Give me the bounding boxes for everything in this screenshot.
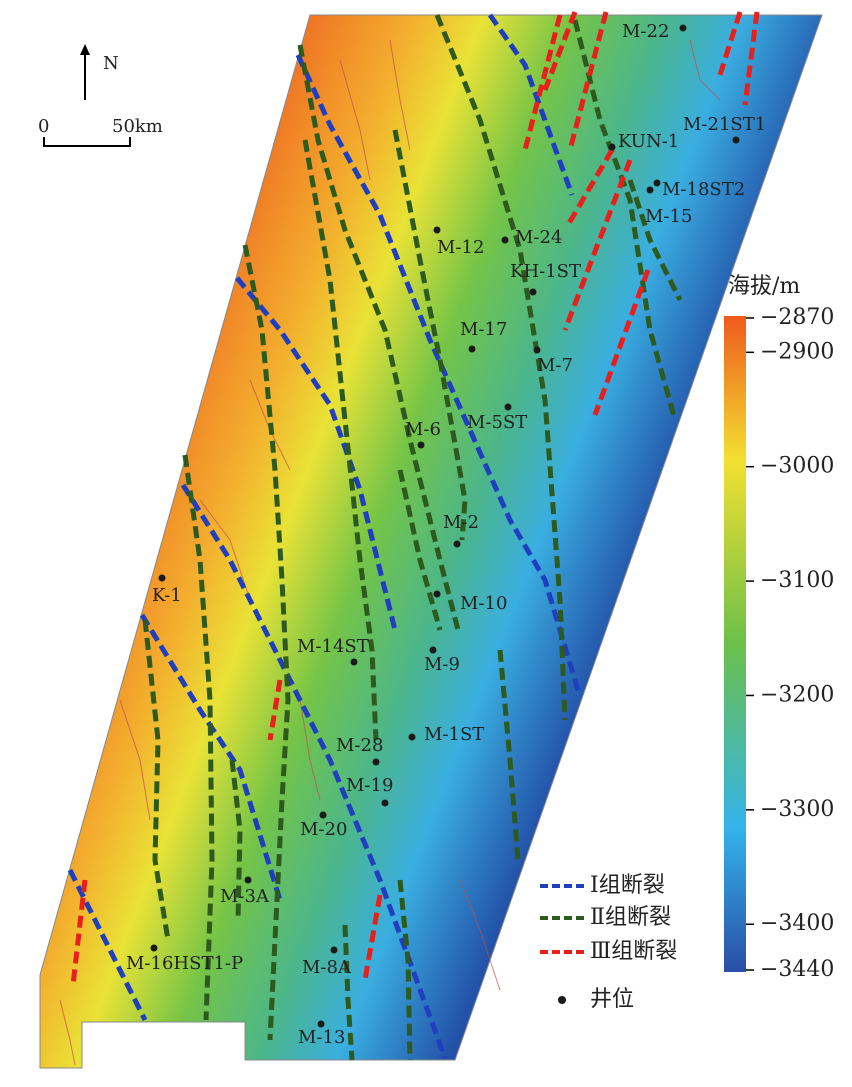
fault-group-1 [67,13,581,1059]
legend-label: Ⅰ组断裂 [590,873,665,898]
well-label: M-13 [298,1027,345,1048]
well-label: M-5ST [467,412,527,433]
well-dot [319,811,327,819]
well-dot [533,346,541,354]
colorbar-tick-label: −3000 [760,454,834,479]
well-label: M-24 [515,227,562,248]
well-label: M-21ST1 [683,114,766,135]
well-label: KH-1ST [510,261,581,282]
legend-label: Ⅲ组断裂 [590,939,677,964]
well-dot [417,441,425,449]
scale-end: 50km [112,116,163,137]
well-label: M-17 [460,319,507,340]
well-label: M-12 [437,237,484,258]
well-dot [453,540,461,548]
north-label: N [103,53,119,74]
colorbar-tick-label: −3300 [760,797,834,822]
well-dot [158,574,166,582]
colorbar-tick-label: −3440 [760,957,834,982]
well-dot [504,403,512,411]
colorbar-tick-label: −3200 [760,682,834,707]
legend-swatch [558,996,566,1004]
well-dot [468,345,476,353]
well-label: M-2 [443,512,479,533]
legend-label: Ⅱ组断裂 [590,905,671,930]
well-label: M-9 [424,654,460,675]
well-dot [350,658,358,666]
scale-start: 0 [38,116,49,137]
fault-group-2 [142,14,683,1061]
well-label: M-19 [346,775,393,796]
well-dot [433,590,441,598]
well-dot [372,758,380,766]
well-dot [381,799,389,807]
well-dot [501,236,509,244]
fault-group-3 [70,11,760,986]
well-label: M-20 [300,819,347,840]
colorbar-tick-label: −3400 [760,911,834,936]
well-label: M-10 [460,593,507,614]
colorbar [724,316,746,972]
well-dot [653,179,661,187]
well-label: K-1 [152,585,182,606]
well-dot [429,646,437,654]
well-label: M-15 [645,206,692,227]
well-label: KUN-1 [618,131,679,152]
well-dot [433,226,441,234]
legend-label: 井位 [590,987,634,1012]
well-dot [679,24,687,32]
well-label: M-22 [622,21,669,42]
well-dot [408,733,416,741]
well-label: M-18ST2 [662,179,745,200]
minor-faults [59,39,721,1066]
well-dot [244,876,252,884]
well-dot [646,186,654,194]
colorbar-title: 海拔/m [728,274,800,299]
well-label: M-3A [220,886,270,907]
well-dot [608,143,616,151]
north-arrow: N [80,44,119,100]
well-label: M-28 [336,735,383,756]
colorbar-tick-label: −2900 [760,339,834,364]
well-dot [330,946,338,954]
well-label: M-6 [405,419,441,440]
well-label: M-7 [537,355,573,376]
colorbar-tick-label: −2870 [760,305,834,330]
map-area [39,14,823,1069]
well-label: M-8A [302,957,352,978]
scale-bar: 0 50km [38,116,163,147]
well-label: M-16HST1-P [126,953,243,974]
well-dot [150,944,158,952]
well-dot [732,136,740,144]
well-label: M-14ST [297,636,369,657]
well-label: M-1ST [424,724,484,745]
colorbar-tick-label: −3100 [760,568,834,593]
well-dot [529,288,537,296]
well-dot [317,1020,325,1028]
